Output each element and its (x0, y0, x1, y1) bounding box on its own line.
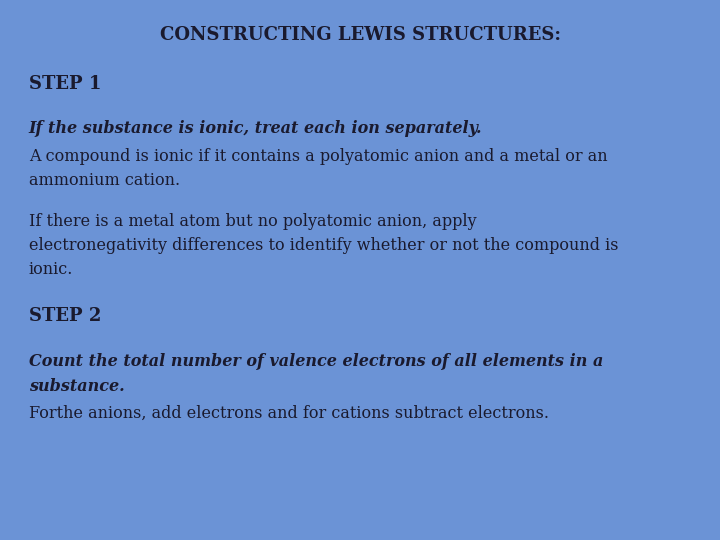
Text: Forthe anions, add electrons and for cations subtract electrons.: Forthe anions, add electrons and for cat… (29, 404, 549, 422)
Text: STEP 2: STEP 2 (29, 307, 102, 325)
Text: substance.: substance. (29, 377, 125, 395)
Text: If the substance is ionic, treat each ion separately.: If the substance is ionic, treat each io… (29, 120, 482, 137)
Text: STEP 1: STEP 1 (29, 75, 102, 93)
Text: If there is a metal atom but no polyatomic anion, apply: If there is a metal atom but no polyatom… (29, 213, 477, 230)
Text: ionic.: ionic. (29, 261, 73, 279)
Text: Count the total number of valence electrons of all elements in a: Count the total number of valence electr… (29, 353, 603, 370)
Text: ammonium cation.: ammonium cation. (29, 172, 180, 190)
Text: A compound is ionic if it contains a polyatomic anion and a metal or an: A compound is ionic if it contains a pol… (29, 148, 608, 165)
Text: CONSTRUCTING LEWIS STRUCTURES:: CONSTRUCTING LEWIS STRUCTURES: (160, 26, 560, 44)
Text: electronegativity differences to identify whether or not the compound is: electronegativity differences to identif… (29, 237, 618, 254)
